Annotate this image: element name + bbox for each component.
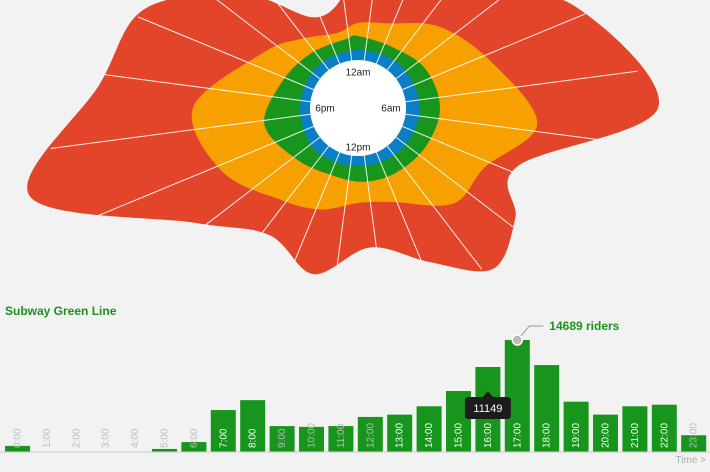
bar-tick-label: 19:00 bbox=[571, 423, 582, 448]
chart-title: Subway Green Line bbox=[5, 304, 117, 318]
radial-hour-divider bbox=[386, 145, 483, 270]
bar-tick-label: 11:00 bbox=[336, 423, 347, 448]
radial-hour-divider bbox=[137, 16, 314, 91]
bar-tick-label: 18:00 bbox=[542, 423, 553, 448]
radial-center-hole bbox=[310, 60, 406, 156]
bar-tick-label: 9:00 bbox=[277, 428, 288, 448]
bar-23[interactable] bbox=[681, 435, 707, 452]
bar-12[interactable] bbox=[357, 416, 383, 452]
radial-hour-divider bbox=[216, 0, 321, 80]
radial-hour-divider bbox=[294, 152, 341, 262]
bar-14[interactable] bbox=[416, 406, 442, 452]
bar-tick-label: 13:00 bbox=[395, 423, 406, 448]
bar-tick-label: 20:00 bbox=[601, 423, 612, 448]
bar-tick-label: 0:00 bbox=[13, 428, 24, 448]
bar-tick-label: 3:00 bbox=[101, 428, 112, 448]
bar-22[interactable] bbox=[651, 404, 677, 452]
bar-7[interactable] bbox=[210, 410, 236, 452]
peak-annotation: 14689 riders bbox=[511, 319, 620, 346]
time-axis-label: Time > bbox=[675, 455, 706, 466]
bar-tick-label: 6:00 bbox=[189, 428, 200, 448]
bar-tick-label: 21:00 bbox=[630, 423, 641, 448]
bar-tick-label: 22:00 bbox=[659, 423, 670, 448]
radial-hour-label: 6am bbox=[381, 104, 400, 115]
radial-hour-divider bbox=[405, 70, 638, 103]
bar-tick-label: 5:00 bbox=[160, 428, 171, 448]
bar-tick-label: 8:00 bbox=[248, 428, 259, 448]
radial-hour-divider bbox=[395, 136, 514, 228]
radial-hour-divider bbox=[363, 155, 378, 251]
bar-5[interactable] bbox=[152, 448, 177, 452]
bar-17[interactable] bbox=[504, 340, 530, 452]
hourly-bar-chart: 0:00 1:00 2:00 3:00 4:00 5:00 6:00 7:00 8:00 9:00… bbox=[0, 319, 710, 453]
bar-11[interactable] bbox=[328, 426, 354, 452]
bar-tick-label: 23:00 bbox=[689, 423, 700, 448]
tooltip-value: 11149 bbox=[473, 403, 502, 415]
radial-hour-divider bbox=[363, 0, 373, 61]
bar-10[interactable] bbox=[299, 426, 324, 452]
annotation-text: 14689 riders bbox=[549, 319, 619, 333]
radial-hour-divider bbox=[318, 13, 341, 64]
bar-tick-label: 4:00 bbox=[130, 428, 141, 448]
bar-tooltip: 11149 bbox=[464, 391, 511, 419]
bar-tick-label: 16:00 bbox=[483, 423, 494, 448]
bar-tick-label: 12:00 bbox=[365, 423, 376, 448]
bar-20[interactable] bbox=[593, 414, 618, 452]
radial-hour-divider bbox=[92, 125, 314, 219]
bar-tick-label: 2:00 bbox=[71, 428, 82, 448]
bar-21[interactable] bbox=[622, 406, 648, 452]
bar-tick-label: 10:00 bbox=[307, 423, 318, 448]
bar-8[interactable] bbox=[240, 400, 266, 452]
radial-hour-divider bbox=[405, 113, 608, 142]
bar-0[interactable] bbox=[5, 445, 30, 452]
bar-tick-label: 15:00 bbox=[454, 423, 465, 448]
radial-hour-divider bbox=[395, 0, 500, 80]
radial-hour-divider bbox=[274, 0, 330, 71]
radial-hour-divider bbox=[343, 0, 353, 61]
radial-ridership-chart: 12am 6am 12pm 6pm bbox=[27, 0, 660, 275]
radial-hour-label: 12am bbox=[345, 68, 370, 79]
bar-tick-label: 17:00 bbox=[512, 423, 523, 448]
radial-hour-divider bbox=[203, 136, 321, 227]
radial-hour-divider bbox=[402, 125, 519, 175]
radial-hour-divider bbox=[375, 152, 423, 262]
bar-tick-label: 1:00 bbox=[42, 428, 53, 448]
radial-hour-divider bbox=[259, 145, 330, 236]
bar-tick-label: 14:00 bbox=[424, 423, 435, 448]
radial-hour-divider bbox=[402, 13, 586, 91]
bar-9[interactable] bbox=[269, 426, 295, 452]
bar-19[interactable] bbox=[563, 401, 589, 452]
radial-hour-divider bbox=[50, 113, 311, 149]
bar-tick-label: 7:00 bbox=[218, 428, 229, 448]
radial-hour-label: 6pm bbox=[315, 104, 334, 115]
bar-13[interactable] bbox=[387, 414, 413, 452]
bar-6[interactable] bbox=[181, 442, 207, 452]
radial-hour-divider bbox=[103, 73, 311, 103]
radial-hour-divider bbox=[375, 0, 404, 64]
radial-hour-label: 12pm bbox=[345, 143, 370, 154]
bar-18[interactable] bbox=[534, 365, 560, 452]
radial-hour-divider bbox=[336, 155, 353, 267]
radial-hour-divider bbox=[386, 0, 442, 71]
